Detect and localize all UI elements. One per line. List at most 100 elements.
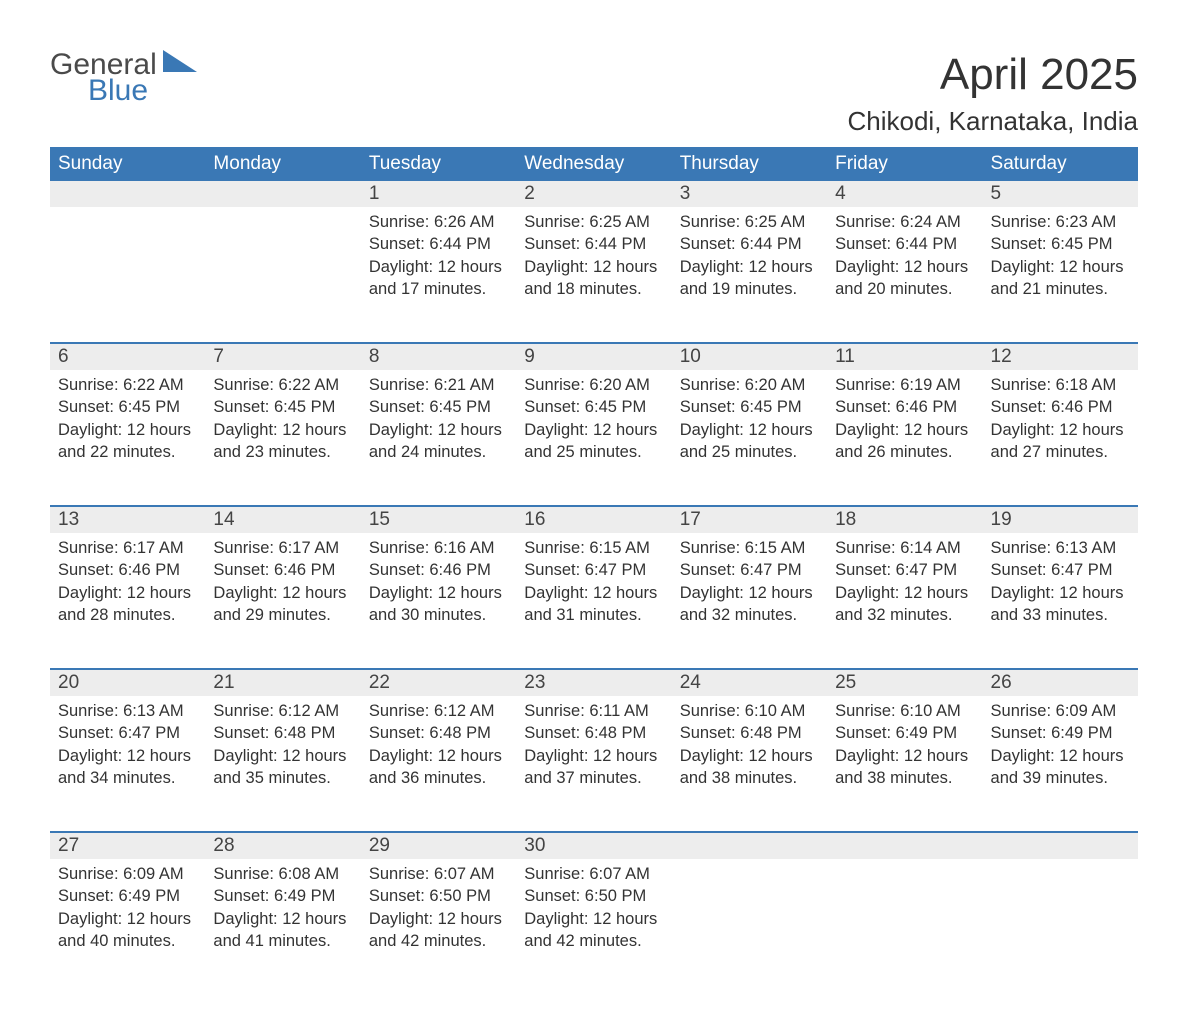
day-line: Daylight: 12 hours [680,745,819,767]
day-line: Daylight: 12 hours [835,582,974,604]
day-line: Sunrise: 6:21 AM [369,374,508,396]
day-line: Sunrise: 6:19 AM [835,374,974,396]
day-cell: Sunrise: 6:18 AMSunset: 6:46 PMDaylight:… [983,370,1138,506]
day-line: Daylight: 12 hours [991,582,1130,604]
day-line: and 28 minutes. [58,604,197,626]
day-number-cell: 8 [361,343,516,370]
day-cell: Sunrise: 6:22 AMSunset: 6:45 PMDaylight:… [50,370,205,506]
day-line: Sunset: 6:50 PM [524,885,663,907]
day-line: Sunrise: 6:20 AM [524,374,663,396]
day-line: and 22 minutes. [58,441,197,463]
day-number-cell: 10 [672,343,827,370]
day-line: Daylight: 12 hours [991,256,1130,278]
day-content-row: Sunrise: 6:09 AMSunset: 6:49 PMDaylight:… [50,859,1138,995]
month-title: April 2025 [847,50,1138,100]
day-number-cell: 19 [983,506,1138,533]
day-line: and 24 minutes. [369,441,508,463]
day-number-cell [827,832,982,859]
day-content: Sunrise: 6:09 AMSunset: 6:49 PMDaylight:… [58,859,197,952]
day-content: Sunrise: 6:19 AMSunset: 6:46 PMDaylight:… [835,370,974,463]
weekday-header-row: Sunday Monday Tuesday Wednesday Thursday… [50,147,1138,181]
day-line: Sunrise: 6:11 AM [524,700,663,722]
day-line: Sunrise: 6:14 AM [835,537,974,559]
day-line: Daylight: 12 hours [213,745,352,767]
day-line: and 27 minutes. [991,441,1130,463]
day-line: and 25 minutes. [524,441,663,463]
day-content: Sunrise: 6:15 AMSunset: 6:47 PMDaylight:… [680,533,819,626]
weekday-header: Saturday [983,147,1138,181]
day-number-cell: 16 [516,506,671,533]
day-content: Sunrise: 6:23 AMSunset: 6:45 PMDaylight:… [991,207,1130,300]
day-line: Sunrise: 6:13 AM [991,537,1130,559]
day-content: Sunrise: 6:17 AMSunset: 6:46 PMDaylight:… [58,533,197,626]
day-content: Sunrise: 6:09 AMSunset: 6:49 PMDaylight:… [991,696,1130,789]
day-line: and 23 minutes. [213,441,352,463]
day-line: Sunrise: 6:10 AM [680,700,819,722]
day-line: Sunrise: 6:10 AM [835,700,974,722]
day-cell: Sunrise: 6:13 AMSunset: 6:47 PMDaylight:… [983,533,1138,669]
day-line: Sunset: 6:47 PM [524,559,663,581]
day-line: and 32 minutes. [835,604,974,626]
day-content: Sunrise: 6:25 AMSunset: 6:44 PMDaylight:… [524,207,663,300]
day-line: Sunset: 6:47 PM [58,722,197,744]
day-cell: Sunrise: 6:11 AMSunset: 6:48 PMDaylight:… [516,696,671,832]
day-number-cell: 15 [361,506,516,533]
day-number-cell: 18 [827,506,982,533]
day-number-cell: 3 [672,181,827,207]
day-line: Sunrise: 6:22 AM [58,374,197,396]
day-line: Daylight: 12 hours [680,256,819,278]
day-cell: Sunrise: 6:19 AMSunset: 6:46 PMDaylight:… [827,370,982,506]
day-cell: Sunrise: 6:09 AMSunset: 6:49 PMDaylight:… [50,859,205,995]
day-cell [205,207,360,343]
day-content: Sunrise: 6:22 AMSunset: 6:45 PMDaylight:… [213,370,352,463]
day-cell: Sunrise: 6:20 AMSunset: 6:45 PMDaylight:… [672,370,827,506]
logo-triangle-icon [163,50,197,77]
day-line: and 38 minutes. [835,767,974,789]
day-line: Sunset: 6:46 PM [369,559,508,581]
day-line: Daylight: 12 hours [58,908,197,930]
day-line: Daylight: 12 hours [369,582,508,604]
logo-word-2: Blue [88,76,197,106]
day-line: Sunrise: 6:24 AM [835,211,974,233]
day-cell: Sunrise: 6:23 AMSunset: 6:45 PMDaylight:… [983,207,1138,343]
day-content: Sunrise: 6:25 AMSunset: 6:44 PMDaylight:… [680,207,819,300]
day-line: Sunrise: 6:23 AM [991,211,1130,233]
day-content: Sunrise: 6:12 AMSunset: 6:48 PMDaylight:… [369,696,508,789]
day-line: Daylight: 12 hours [369,745,508,767]
day-line: Sunset: 6:47 PM [680,559,819,581]
day-cell: Sunrise: 6:15 AMSunset: 6:47 PMDaylight:… [672,533,827,669]
day-line: and 35 minutes. [213,767,352,789]
day-line: Sunset: 6:46 PM [991,396,1130,418]
day-cell: Sunrise: 6:25 AMSunset: 6:44 PMDaylight:… [672,207,827,343]
day-line: and 36 minutes. [369,767,508,789]
day-line: and 34 minutes. [58,767,197,789]
day-line: Sunrise: 6:25 AM [524,211,663,233]
day-line: and 31 minutes. [524,604,663,626]
day-line: Sunset: 6:45 PM [680,396,819,418]
day-cell: Sunrise: 6:07 AMSunset: 6:50 PMDaylight:… [516,859,671,995]
day-content: Sunrise: 6:13 AMSunset: 6:47 PMDaylight:… [58,696,197,789]
day-content: Sunrise: 6:17 AMSunset: 6:46 PMDaylight:… [213,533,352,626]
day-line: Daylight: 12 hours [213,908,352,930]
daynum-row: 13141516171819 [50,506,1138,533]
day-line: Daylight: 12 hours [835,256,974,278]
day-line: Sunrise: 6:20 AM [680,374,819,396]
day-line: Sunrise: 6:12 AM [369,700,508,722]
day-line: and 30 minutes. [369,604,508,626]
day-number-cell: 11 [827,343,982,370]
day-content: Sunrise: 6:12 AMSunset: 6:48 PMDaylight:… [213,696,352,789]
day-line: Sunset: 6:45 PM [369,396,508,418]
day-line: and 32 minutes. [680,604,819,626]
day-line: Sunset: 6:45 PM [58,396,197,418]
day-number-cell: 5 [983,181,1138,207]
day-cell: Sunrise: 6:16 AMSunset: 6:46 PMDaylight:… [361,533,516,669]
day-line: Daylight: 12 hours [524,745,663,767]
calendar-table: Sunday Monday Tuesday Wednesday Thursday… [50,147,1138,995]
day-number-cell: 21 [205,669,360,696]
day-cell: Sunrise: 6:10 AMSunset: 6:48 PMDaylight:… [672,696,827,832]
day-content: Sunrise: 6:11 AMSunset: 6:48 PMDaylight:… [524,696,663,789]
day-cell: Sunrise: 6:07 AMSunset: 6:50 PMDaylight:… [361,859,516,995]
day-line: Sunrise: 6:12 AM [213,700,352,722]
day-line: and 26 minutes. [835,441,974,463]
day-line: and 17 minutes. [369,278,508,300]
